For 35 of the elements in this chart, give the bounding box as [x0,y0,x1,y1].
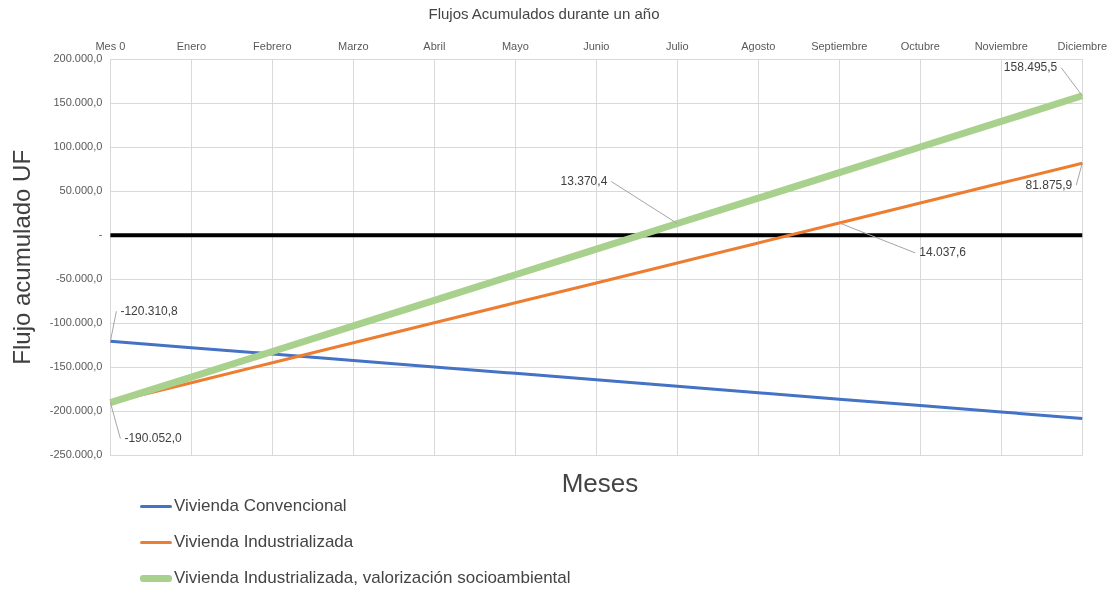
y-tick-label: - [98,228,103,241]
legend-label: Vivienda Convencional [174,496,347,516]
y-tick-label: -50.000,0 [55,272,103,285]
y-tick-label: -100.000,0 [49,316,103,329]
x-tick-label: Abril [423,39,446,52]
x-tick-label: Enero [176,39,207,52]
legend-label: Vivienda Industrializada, valorización socioambiental [174,568,571,588]
y-tick-label: -200.000,0 [49,404,103,417]
x-tick-label: Julio [666,39,689,52]
x-tick-label: Septiembre [811,39,868,52]
data-label: 14.037,6 [919,245,967,260]
y-tick-label: 150.000,0 [53,96,103,109]
data-label: 158.495,5 [1003,60,1058,75]
y-tick-label: 50.000,0 [59,184,103,197]
data-label: -190.052,0 [124,430,183,445]
y-tick-label: 200.000,0 [53,52,103,65]
data-label: 13.370,4 [560,173,608,188]
chart-title: Flujos Acumulados durante un año [428,5,660,23]
x-tick-label: Diciembre [1057,39,1107,52]
y-tick-label: -250.000,0 [49,448,103,461]
x-tick-label: Mes 0 [95,39,126,52]
data-label: -120.310,8 [120,303,179,318]
x-tick-label: Octubre [900,39,940,52]
y-tick-label: 100.000,0 [53,140,103,153]
y-tick-label: -150.000,0 [49,360,103,373]
x-tick-label: Febrero [253,39,292,52]
x-tick-label: Mayo [501,39,529,52]
y-axis-title: Flujo acumulado UF [8,149,36,365]
data-label: 81.875,9 [1025,177,1073,192]
legend-label: Vivienda Industrializada [174,532,354,552]
x-tick-label: Agosto [741,39,776,52]
x-tick-label: Noviembre [974,39,1028,52]
x-tick-label: Junio [583,39,610,52]
x-axis-title: Meses [560,468,640,499]
x-tick-label: Marzo [338,39,369,52]
